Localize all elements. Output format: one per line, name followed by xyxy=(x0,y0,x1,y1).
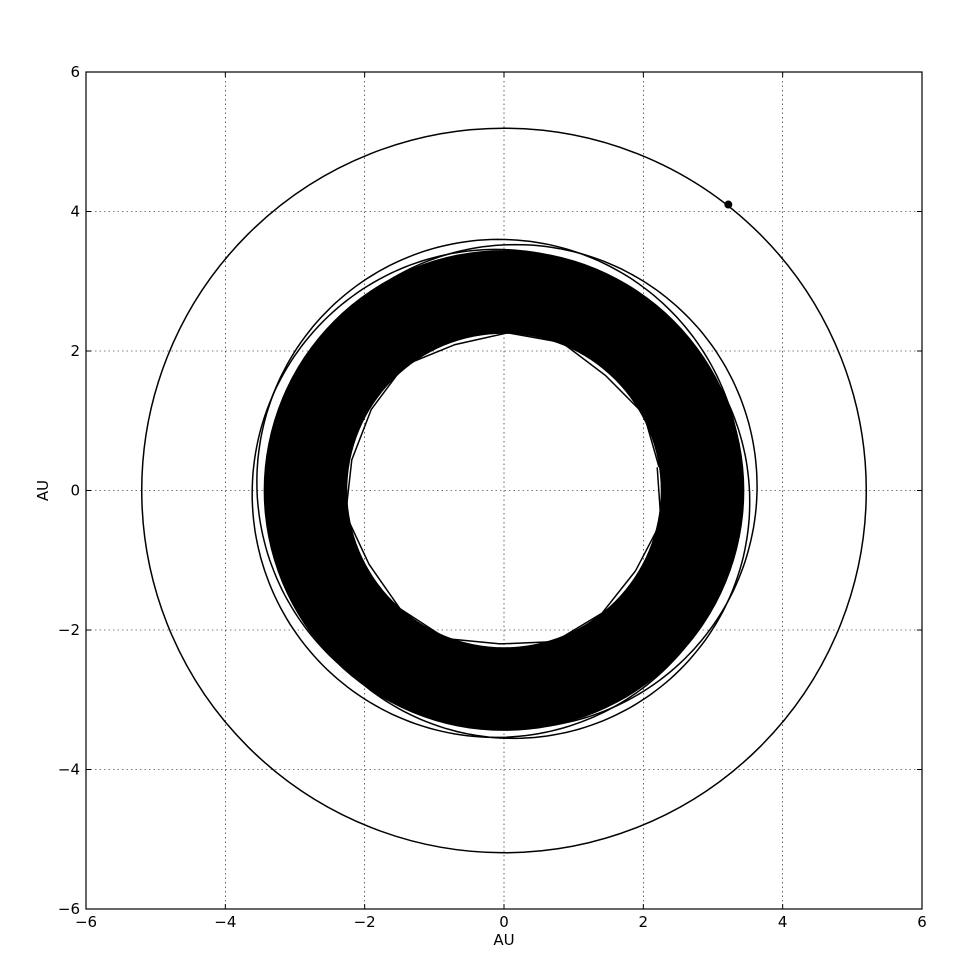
inner-orbit-band xyxy=(251,238,758,740)
y-tick-label: 2 xyxy=(70,342,80,360)
orbit-inner-edge xyxy=(344,332,662,645)
orbit-lines xyxy=(140,127,868,854)
grid-lines xyxy=(86,72,922,909)
x-tick-label: 6 xyxy=(917,913,927,931)
x-tick-label: 2 xyxy=(639,913,649,931)
y-axis-label: AU xyxy=(34,480,52,501)
y-tick-label: 6 xyxy=(70,63,80,81)
x-tick-label: 0 xyxy=(499,913,509,931)
orbit-excursion-loop xyxy=(251,248,741,739)
orbit-excursion-loop xyxy=(275,263,751,740)
y-tick-label: −2 xyxy=(58,621,80,639)
x-axis-label: AU xyxy=(493,931,514,949)
y-tick-label: −6 xyxy=(58,900,80,918)
x-tick-label: −6 xyxy=(75,913,97,931)
y-tick-label: −4 xyxy=(58,761,80,779)
tick-marks xyxy=(85,71,923,910)
orbit-band-fill xyxy=(263,250,745,731)
x-tick-label: −4 xyxy=(214,913,236,931)
orbit-excursion-loop xyxy=(256,238,743,726)
outer-orbit-circle xyxy=(140,127,868,854)
x-tick-label: 4 xyxy=(778,913,788,931)
planet-marker xyxy=(724,200,733,209)
y-tick-label: 4 xyxy=(70,203,80,221)
x-tick-labels: −6 −4 −2 0 2 4 6 xyxy=(75,913,927,931)
y-tick-label: 0 xyxy=(70,482,80,500)
y-tick-labels: −6 −4 −2 0 2 4 6 xyxy=(58,63,80,918)
x-tick-label: −2 xyxy=(354,913,376,931)
